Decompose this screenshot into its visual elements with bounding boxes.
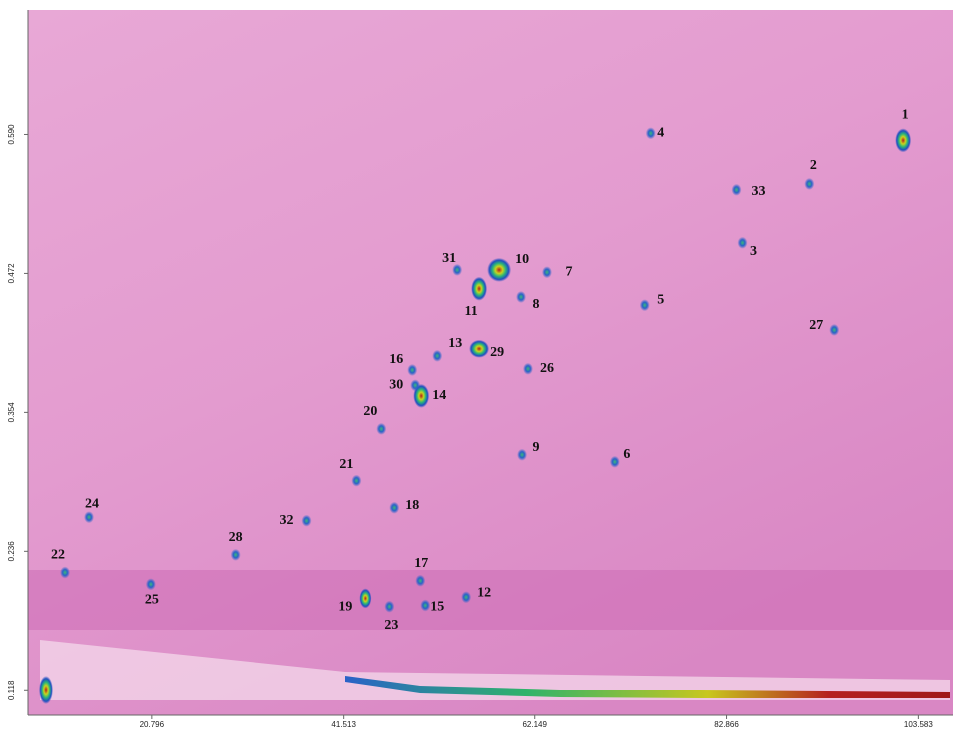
y-tick-label: 0.590 bbox=[7, 124, 16, 145]
peak bbox=[145, 578, 156, 591]
peak bbox=[407, 363, 418, 376]
x-tick-label: 62.149 bbox=[522, 720, 547, 729]
peak bbox=[804, 177, 815, 190]
peak-label: 20 bbox=[363, 404, 377, 419]
peak bbox=[522, 362, 533, 375]
peak-label: 5 bbox=[657, 292, 664, 307]
peak bbox=[645, 127, 656, 140]
peak-label: 21 bbox=[339, 457, 353, 472]
y-tick-label: 0.354 bbox=[7, 402, 16, 423]
peak-label: 15 bbox=[430, 600, 444, 615]
peak bbox=[517, 448, 528, 461]
peak bbox=[516, 290, 527, 303]
peak-label: 4 bbox=[657, 126, 664, 141]
peak-label: 28 bbox=[229, 530, 243, 545]
peak-label: 7 bbox=[565, 264, 572, 279]
peak-label: 13 bbox=[448, 336, 462, 351]
peak bbox=[410, 379, 421, 392]
peak-label: 26 bbox=[540, 361, 554, 376]
peak-label: 12 bbox=[477, 585, 491, 600]
peak bbox=[389, 501, 400, 514]
peak-label: 14 bbox=[432, 388, 446, 403]
x-tick-label: 41.513 bbox=[331, 720, 356, 729]
peak bbox=[737, 236, 748, 249]
solvent-peak bbox=[39, 676, 53, 704]
peak-label: 24 bbox=[85, 496, 99, 511]
peak-label: 18 bbox=[405, 498, 419, 513]
peak bbox=[461, 591, 472, 604]
peak bbox=[487, 257, 512, 282]
peak-label: 9 bbox=[533, 440, 540, 455]
peak bbox=[415, 574, 426, 587]
peak bbox=[420, 599, 431, 612]
peak bbox=[359, 588, 372, 609]
peak bbox=[230, 548, 241, 561]
y-tick-label: 0.472 bbox=[7, 263, 16, 284]
peak bbox=[301, 514, 312, 527]
band bbox=[28, 570, 953, 630]
peak-label: 16 bbox=[389, 352, 403, 367]
peak bbox=[471, 276, 488, 301]
peak bbox=[609, 455, 620, 468]
x-tick-label: 20.796 bbox=[140, 720, 165, 729]
peak-label: 6 bbox=[623, 447, 630, 462]
peak bbox=[469, 339, 490, 358]
peak-label: 25 bbox=[145, 593, 159, 608]
peak-label: 30 bbox=[389, 378, 403, 393]
peak-label: 8 bbox=[533, 297, 540, 312]
peak-label: 2 bbox=[810, 158, 817, 173]
peak bbox=[432, 349, 443, 362]
peak bbox=[541, 266, 552, 279]
peak bbox=[639, 299, 650, 312]
peak-label: 19 bbox=[338, 600, 352, 615]
peak-label: 27 bbox=[809, 318, 823, 333]
peak bbox=[60, 566, 71, 579]
peak-label: 17 bbox=[414, 556, 428, 571]
peak-label: 29 bbox=[490, 345, 504, 360]
y-tick-label: 0.236 bbox=[7, 541, 16, 562]
baseline-streak bbox=[345, 676, 950, 698]
peak bbox=[731, 183, 742, 196]
peak-label: 23 bbox=[384, 618, 398, 633]
x-tick-label: 82.866 bbox=[714, 720, 739, 729]
peak-label: 11 bbox=[464, 304, 477, 319]
peak bbox=[452, 263, 463, 276]
peak-label: 31 bbox=[442, 251, 456, 266]
peak bbox=[384, 600, 395, 613]
peak bbox=[84, 511, 95, 524]
peak bbox=[351, 474, 362, 487]
peak bbox=[895, 128, 912, 153]
peak-label: 3 bbox=[750, 244, 757, 259]
band bbox=[40, 640, 950, 700]
peak bbox=[376, 422, 387, 435]
peak-label: 32 bbox=[280, 513, 294, 528]
peak-label: 22 bbox=[51, 548, 65, 563]
x-tick-label: 103.583 bbox=[904, 720, 933, 729]
y-tick-label: 0.118 bbox=[7, 680, 16, 700]
peak-label: 33 bbox=[751, 184, 765, 199]
peak-label: 1 bbox=[902, 108, 909, 123]
peak-label: 10 bbox=[515, 252, 529, 267]
peak bbox=[829, 323, 840, 336]
